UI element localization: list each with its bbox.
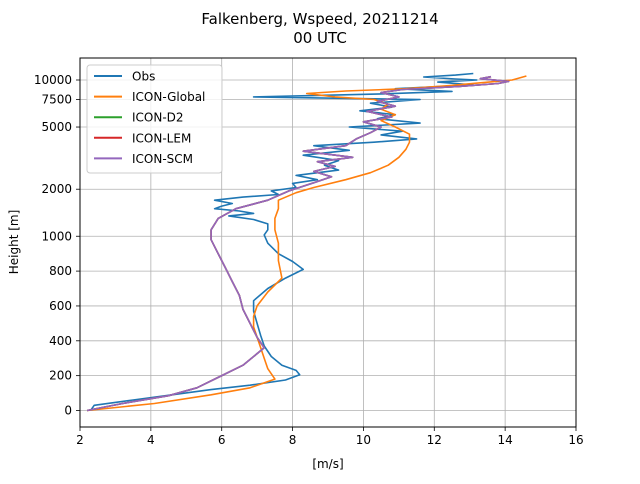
y-tick-label: 800: [49, 264, 72, 278]
x-tick-label: 4: [147, 433, 155, 447]
chart-title: Falkenberg, Wspeed, 20211214: [201, 10, 438, 28]
legend-label-icon-global: ICON-Global: [132, 90, 205, 104]
legend-label-icon-d2: ICON-D2: [132, 111, 184, 125]
legend-box: [86, 64, 223, 174]
x-tick-label: 12: [427, 433, 442, 447]
series-line-icon-scm: [86, 75, 510, 412]
y-tick-label: 10000: [34, 73, 72, 87]
chart-subtitle: 00 UTC: [293, 29, 347, 47]
y-tick-label: 600: [49, 299, 72, 313]
y-axis: 0 200 400 600 800 1000 2000 5000 7500 10000: [34, 73, 80, 418]
series-line-icon-global: [87, 75, 527, 412]
x-tick-label: 6: [218, 433, 226, 447]
series-lines: [86, 72, 527, 412]
legend: Obs ICON-Global ICON-D2 ICON-LEM ICON-SCM: [86, 64, 223, 174]
y-tick-label: 2000: [41, 182, 72, 196]
y-tick-label: 7500: [41, 93, 72, 107]
legend-label-icon-scm: ICON-SCM: [132, 152, 193, 166]
legend-label-obs: Obs: [132, 70, 155, 84]
x-tick-label: 14: [498, 433, 513, 447]
series-line-obs: [89, 72, 478, 411]
x-tick-label: 10: [356, 433, 371, 447]
x-tick-label: 16: [568, 433, 583, 447]
y-tick-label: 1000: [41, 229, 72, 243]
y-tick-label: 200: [49, 369, 72, 383]
y-tick-label: 400: [49, 334, 72, 348]
x-tick-label: 8: [289, 433, 297, 447]
y-axis-label: Height [m]: [7, 210, 21, 275]
y-tick-label: 5000: [41, 120, 72, 134]
plot-frame: [79, 57, 577, 428]
x-axis: 2 4 6 8 10 12 14 16: [76, 427, 584, 447]
x-axis-label: [m/s]: [312, 457, 343, 471]
y-tick-label: 0: [64, 404, 72, 418]
x-tick-label: 2: [76, 433, 84, 447]
legend-label-icon-lem: ICON-LEM: [132, 131, 191, 145]
